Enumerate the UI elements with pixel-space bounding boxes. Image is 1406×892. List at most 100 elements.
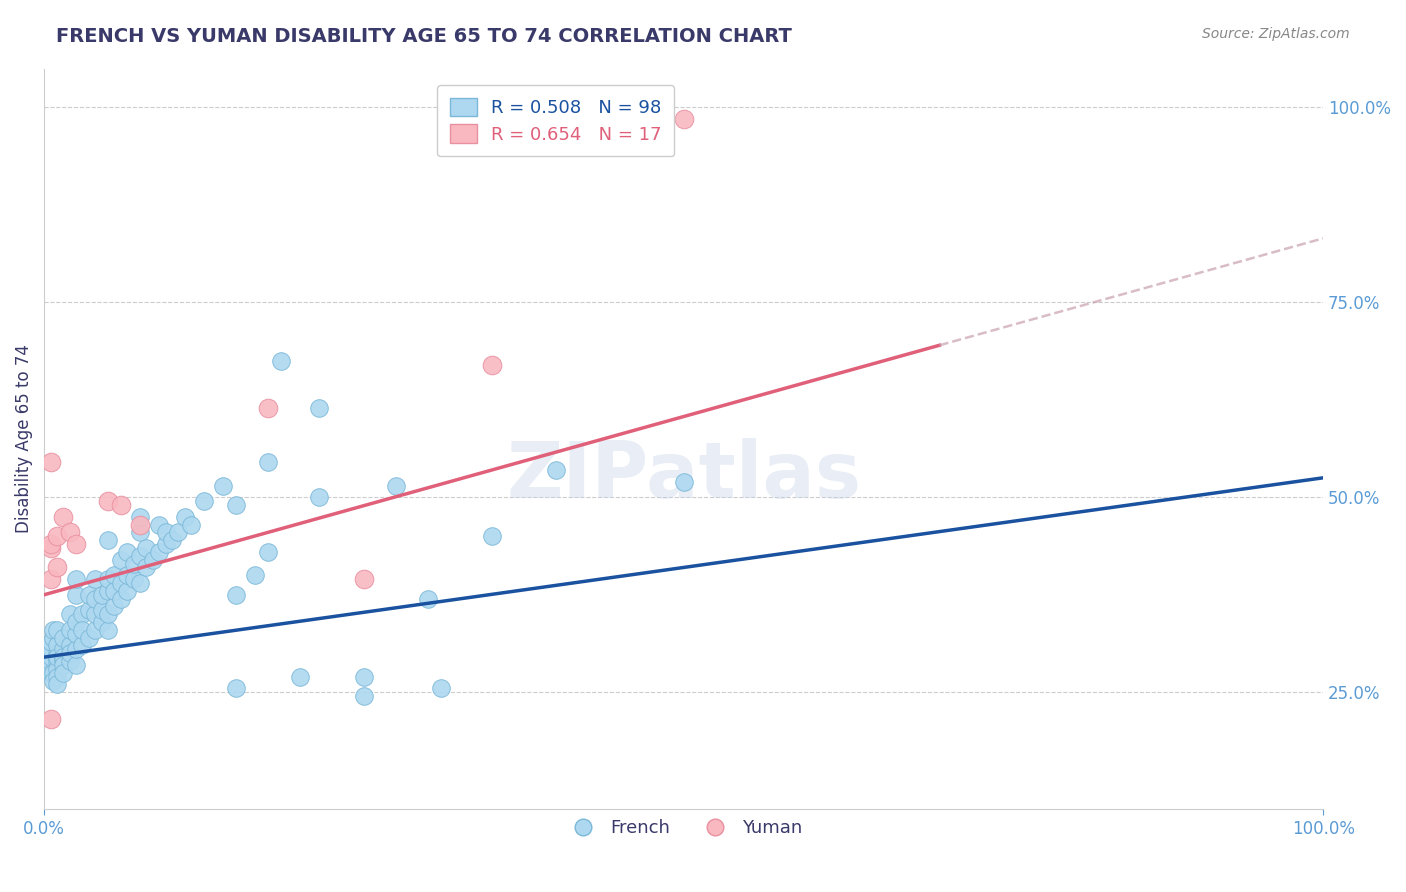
Text: ZIPatlas: ZIPatlas — [506, 438, 860, 514]
Point — [72, 639, 94, 653]
Point — [212, 478, 235, 492]
Point — [45, 650, 67, 665]
Point — [72, 607, 94, 622]
Point — [77, 631, 100, 645]
Point — [45, 529, 67, 543]
Point — [110, 498, 132, 512]
Point — [97, 583, 120, 598]
Point — [84, 607, 107, 622]
Point — [42, 631, 65, 645]
Point — [39, 572, 62, 586]
Point — [129, 525, 152, 540]
Point — [42, 665, 65, 680]
Point — [59, 639, 82, 653]
Point — [52, 657, 75, 672]
Point — [39, 541, 62, 555]
Point — [90, 588, 112, 602]
Point — [52, 665, 75, 680]
Point — [193, 494, 215, 508]
Point — [77, 588, 100, 602]
Point — [129, 517, 152, 532]
Point — [39, 650, 62, 665]
Point — [97, 607, 120, 622]
Point — [84, 572, 107, 586]
Point — [45, 639, 67, 653]
Point — [155, 537, 177, 551]
Point — [39, 665, 62, 680]
Point — [129, 509, 152, 524]
Point — [288, 670, 311, 684]
Point — [129, 549, 152, 563]
Point — [167, 525, 190, 540]
Point — [103, 568, 125, 582]
Point — [225, 588, 247, 602]
Point — [65, 537, 87, 551]
Point — [45, 670, 67, 684]
Point — [308, 401, 330, 415]
Point — [42, 623, 65, 637]
Point — [148, 545, 170, 559]
Point — [52, 642, 75, 657]
Point — [416, 591, 439, 606]
Point — [225, 681, 247, 696]
Point — [65, 642, 87, 657]
Y-axis label: Disability Age 65 to 74: Disability Age 65 to 74 — [15, 344, 32, 533]
Point — [481, 529, 503, 543]
Point — [117, 545, 139, 559]
Point — [160, 533, 183, 548]
Point — [117, 583, 139, 598]
Point — [257, 455, 280, 469]
Point — [45, 677, 67, 691]
Point — [65, 572, 87, 586]
Point — [135, 541, 157, 555]
Point — [52, 650, 75, 665]
Point — [45, 560, 67, 574]
Point — [110, 552, 132, 566]
Point — [544, 463, 567, 477]
Point — [72, 623, 94, 637]
Point — [90, 603, 112, 617]
Point — [59, 646, 82, 660]
Point — [110, 576, 132, 591]
Point — [77, 603, 100, 617]
Legend: French, Yuman: French, Yuman — [558, 812, 810, 845]
Point — [52, 509, 75, 524]
Point — [45, 654, 67, 668]
Point — [103, 583, 125, 598]
Point — [122, 572, 145, 586]
Point — [672, 475, 695, 489]
Point — [59, 623, 82, 637]
Point — [97, 494, 120, 508]
Point — [103, 599, 125, 614]
Point — [110, 591, 132, 606]
Point — [52, 631, 75, 645]
Point — [65, 626, 87, 640]
Point — [65, 588, 87, 602]
Point — [97, 533, 120, 548]
Point — [39, 642, 62, 657]
Point — [45, 646, 67, 660]
Text: FRENCH VS YUMAN DISABILITY AGE 65 TO 74 CORRELATION CHART: FRENCH VS YUMAN DISABILITY AGE 65 TO 74 … — [56, 27, 792, 45]
Point — [84, 591, 107, 606]
Point — [59, 525, 82, 540]
Point — [39, 713, 62, 727]
Point — [122, 557, 145, 571]
Point — [353, 572, 375, 586]
Point — [39, 537, 62, 551]
Point — [129, 576, 152, 591]
Point — [481, 358, 503, 372]
Point — [59, 607, 82, 622]
Point — [173, 509, 195, 524]
Point — [52, 654, 75, 668]
Point — [39, 634, 62, 648]
Point — [39, 455, 62, 469]
Point — [257, 545, 280, 559]
Point — [155, 525, 177, 540]
Point — [97, 572, 120, 586]
Point — [180, 517, 202, 532]
Point — [225, 498, 247, 512]
Point — [385, 478, 408, 492]
Point — [353, 689, 375, 703]
Point — [84, 623, 107, 637]
Point — [142, 552, 165, 566]
